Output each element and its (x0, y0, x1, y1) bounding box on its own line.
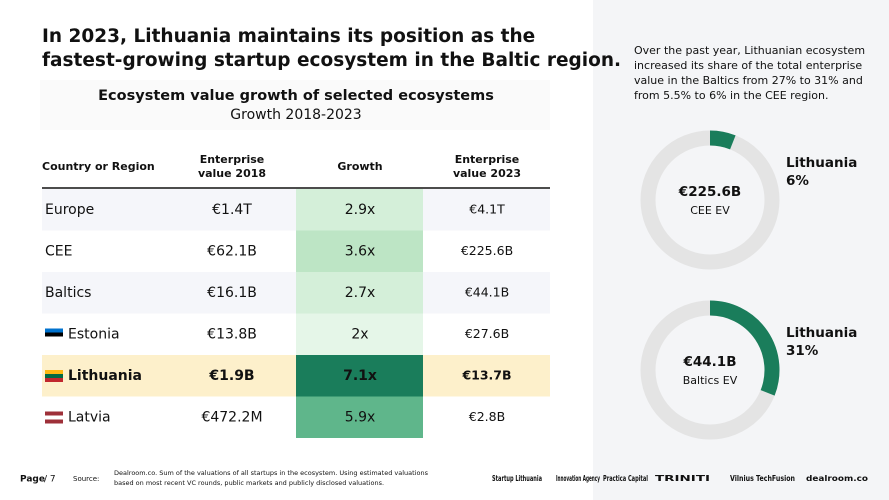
donut-center-value: €225.6B (678, 184, 741, 200)
table-cell: 3.6x (345, 244, 376, 260)
column-header: value 2023 (453, 167, 521, 180)
source-label: Source: (73, 475, 99, 483)
growth-cell (296, 355, 423, 397)
table-cell: 2.9x (345, 202, 376, 218)
flag-stripe (45, 336, 63, 341)
growth-cell (296, 396, 423, 438)
column-header: Enterprise (455, 153, 520, 166)
donut-center-label: Baltics EV (683, 374, 738, 387)
flag-stripe (45, 411, 63, 416)
flag-stripe (45, 419, 63, 424)
growth-cell (296, 313, 423, 355)
table-cell: €13.8B (207, 327, 257, 343)
table-cell: €4.1T (469, 202, 505, 217)
donut-center-value: €44.1B (683, 354, 737, 370)
column-header: Enterprise (200, 153, 265, 166)
donut-arc (709, 300, 780, 396)
table-cell: €62.1B (207, 244, 257, 260)
table-cell: Estonia (68, 327, 120, 343)
page-label: Page (20, 475, 45, 485)
footer-logo: Vilnius TechFusion (730, 474, 795, 483)
footer-logo: TRINITI (655, 474, 710, 483)
table-title-band (40, 80, 550, 130)
source-text: based on most recent VC rounds, public m… (114, 479, 384, 487)
flag-stripe (45, 328, 63, 333)
table-subtitle: Growth 2018-2023 (230, 107, 361, 123)
table-cell: €225.6B (461, 243, 513, 258)
page-total: / 7 (44, 475, 56, 485)
growth-cell (296, 230, 423, 272)
table-cell: 5.9x (345, 410, 376, 426)
flag-stripe (45, 378, 63, 382)
source-text: Dealroom.co. Sum of the valuations of al… (114, 469, 429, 477)
sidebar-text: Over the past year, Lithuanian ecosystem (634, 44, 865, 57)
flag-stripe (45, 374, 63, 378)
table-cell: CEE (45, 244, 72, 260)
table-cell: €13.7B (461, 368, 511, 383)
donut-share-label: 31% (786, 343, 819, 359)
title-line: fastest-growing startup ecosystem in the… (42, 50, 621, 71)
table-cell: €44.1B (465, 285, 509, 300)
column-header: value 2018 (198, 167, 266, 180)
flag-stripe (45, 370, 63, 374)
flag-stripe (45, 415, 63, 420)
donut-share-label: 6% (786, 173, 809, 189)
footer-logo: Practica Capital (603, 474, 648, 483)
footer-logo: Innovation Agency (556, 474, 600, 483)
sidebar-text: value in the Baltics from 27% to 31% and (634, 74, 863, 87)
table-cell: €16.1B (207, 285, 257, 301)
table-cell: 2.7x (345, 285, 376, 301)
table-title: Ecosystem value growth of selected ecosy… (98, 88, 494, 104)
table-cell: €2.8B (469, 409, 505, 424)
growth-cell (296, 272, 423, 314)
donut-center-label: CEE EV (690, 204, 730, 217)
table-cell: 2x (351, 327, 368, 343)
table-cell: Lithuania (68, 368, 142, 384)
table-cell: €1.4T (212, 202, 252, 218)
table-cell: 7.1x (343, 368, 377, 384)
column-header: Growth (337, 160, 382, 173)
table-cell: Europe (45, 202, 94, 218)
sidebar-text: increased its share of the total enterpr… (634, 59, 862, 72)
donut-name: Lithuania (786, 155, 857, 171)
table-cell: €1.9B (208, 368, 254, 384)
table-cell: Latvia (68, 410, 111, 426)
donut-arc (709, 130, 736, 150)
flag-stripe (45, 332, 63, 337)
sidebar-text: from 5.5% to 6% in the CEE region. (634, 89, 828, 102)
donut-name: Lithuania (786, 325, 857, 341)
table-cell: €27.6B (465, 326, 509, 341)
growth-cell (296, 189, 423, 231)
table-cell: Baltics (45, 285, 91, 301)
footer-logo: dealroom.co (806, 474, 868, 483)
column-header: Country or Region (42, 160, 155, 173)
footer-logo: Startup Lithuania (492, 474, 542, 483)
table-cell: €472.2M (201, 410, 262, 426)
title-line: In 2023, Lithuania maintains its positio… (42, 26, 535, 47)
